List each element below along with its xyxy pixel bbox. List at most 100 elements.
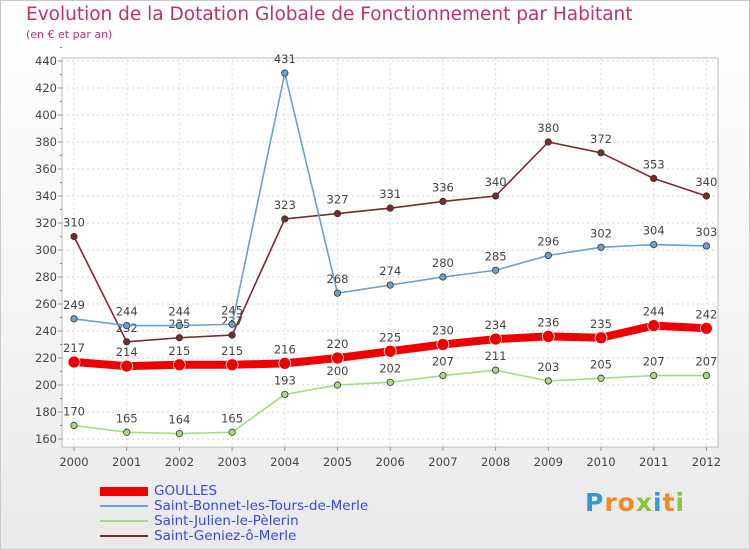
data-point xyxy=(491,266,500,274)
data-point xyxy=(123,321,131,330)
data-label: 165 xyxy=(116,411,138,425)
data-point xyxy=(331,351,344,365)
data-label: 336 xyxy=(432,180,454,194)
data-point xyxy=(491,366,500,374)
legend-label-saint-julien: Saint-Julien-le-Pèlerin xyxy=(154,513,299,529)
data-point xyxy=(439,197,447,205)
data-point xyxy=(281,215,289,223)
data-point xyxy=(281,390,289,399)
data-label: 215 xyxy=(168,344,190,358)
x-tick-label: 2006 xyxy=(376,455,405,469)
data-point xyxy=(67,355,81,369)
data-label: 220 xyxy=(327,337,349,351)
data-label: 304 xyxy=(643,224,665,238)
data-label: 207 xyxy=(643,355,665,369)
y-tick-label: 380 xyxy=(35,135,57,149)
y-tick-label: 160 xyxy=(35,432,57,446)
data-label: 216 xyxy=(274,342,296,356)
data-point xyxy=(597,149,605,157)
data-point xyxy=(228,320,236,328)
y-tick-label: 360 xyxy=(35,162,57,176)
data-point xyxy=(386,281,394,289)
logo-letter: t xyxy=(662,488,676,517)
chart-title: Evolution de la Dotation Globale de Fonc… xyxy=(26,4,633,25)
data-point xyxy=(281,69,289,77)
x-tick-label: 2010 xyxy=(586,455,615,469)
y-tick-label: 320 xyxy=(35,216,57,230)
logo-letter: r xyxy=(604,488,618,517)
data-point xyxy=(439,371,447,380)
y-tick-label: 260 xyxy=(35,297,57,311)
x-tick-label: 2004 xyxy=(270,455,299,469)
data-point xyxy=(702,192,711,200)
data-label: 380 xyxy=(537,121,559,135)
data-point xyxy=(228,331,236,339)
y-tick-label: 300 xyxy=(35,243,57,257)
data-point xyxy=(228,428,236,436)
legend-swatch-saint-julien xyxy=(100,520,148,522)
data-point xyxy=(650,241,658,249)
x-tick-label: 2012 xyxy=(692,455,721,469)
data-point xyxy=(439,273,447,281)
data-label: 165 xyxy=(221,411,243,425)
data-point xyxy=(386,204,394,212)
data-point xyxy=(544,138,552,146)
data-point xyxy=(172,358,186,372)
data-label: 236 xyxy=(537,315,559,329)
legend-label-goulles: GOULLES xyxy=(154,483,218,499)
data-label: 214 xyxy=(116,345,138,359)
data-point xyxy=(700,321,713,335)
data-label: 431 xyxy=(274,52,296,66)
data-label: 244 xyxy=(116,305,138,319)
data-label: 242 xyxy=(695,307,717,321)
y-tick-label: 440 xyxy=(35,54,57,68)
legend-item-saint-bonnet: Saint-Bonnet-les-Tours-de-Merle xyxy=(100,499,368,514)
y-tick-label: 180 xyxy=(35,405,57,419)
x-tick-label: 2003 xyxy=(217,455,246,469)
y-tick-label: 240 xyxy=(35,324,57,338)
data-label: 323 xyxy=(274,198,296,212)
data-label: 245 xyxy=(221,303,243,317)
data-point xyxy=(120,359,134,373)
data-label: 164 xyxy=(168,413,190,427)
chart-subtitle: (en € et par an) xyxy=(26,28,113,41)
logo-letter: o xyxy=(617,488,636,517)
data-label: 310 xyxy=(63,216,85,230)
data-point xyxy=(544,251,552,259)
data-label: 331 xyxy=(379,187,401,201)
legend-label-saint-geniez: Saint-Geniez-ô-Merle xyxy=(154,528,297,544)
legend-swatch-saint-geniez xyxy=(100,535,148,537)
data-label: 235 xyxy=(590,317,612,331)
data-label: 207 xyxy=(695,355,717,369)
data-label: 340 xyxy=(485,175,507,189)
data-point xyxy=(489,332,503,346)
data-point xyxy=(383,344,397,358)
data-point xyxy=(650,371,658,380)
data-point xyxy=(436,338,450,351)
data-label: 274 xyxy=(379,264,401,278)
data-point xyxy=(541,329,555,343)
data-point xyxy=(491,192,500,200)
data-point xyxy=(386,378,394,386)
data-label: 327 xyxy=(327,193,349,207)
x-tick-label: 2007 xyxy=(428,455,457,469)
data-label: 230 xyxy=(432,324,454,338)
data-label: 244 xyxy=(168,305,190,319)
y-tick-label: 340 xyxy=(35,189,57,203)
legend-item-saint-geniez: Saint-Geniez-ô-Merle xyxy=(100,529,368,544)
data-label: 340 xyxy=(695,175,717,189)
chart-legend: GOULLES Saint-Bonnet-les-Tours-de-Merle … xyxy=(100,484,368,544)
data-label: 285 xyxy=(485,249,507,263)
x-tick-label: 2008 xyxy=(481,455,510,469)
y-tick-label: 280 xyxy=(35,270,57,284)
legend-label-saint-bonnet: Saint-Bonnet-les-Tours-de-Merle xyxy=(154,498,369,514)
data-point xyxy=(278,356,292,370)
data-point xyxy=(333,289,342,297)
data-label: 193 xyxy=(274,373,296,387)
data-point xyxy=(597,374,605,382)
data-label: 211 xyxy=(485,349,507,363)
logo-letter: i xyxy=(675,488,686,517)
data-label: 353 xyxy=(643,157,665,171)
y-tick-label: 200 xyxy=(35,378,57,392)
